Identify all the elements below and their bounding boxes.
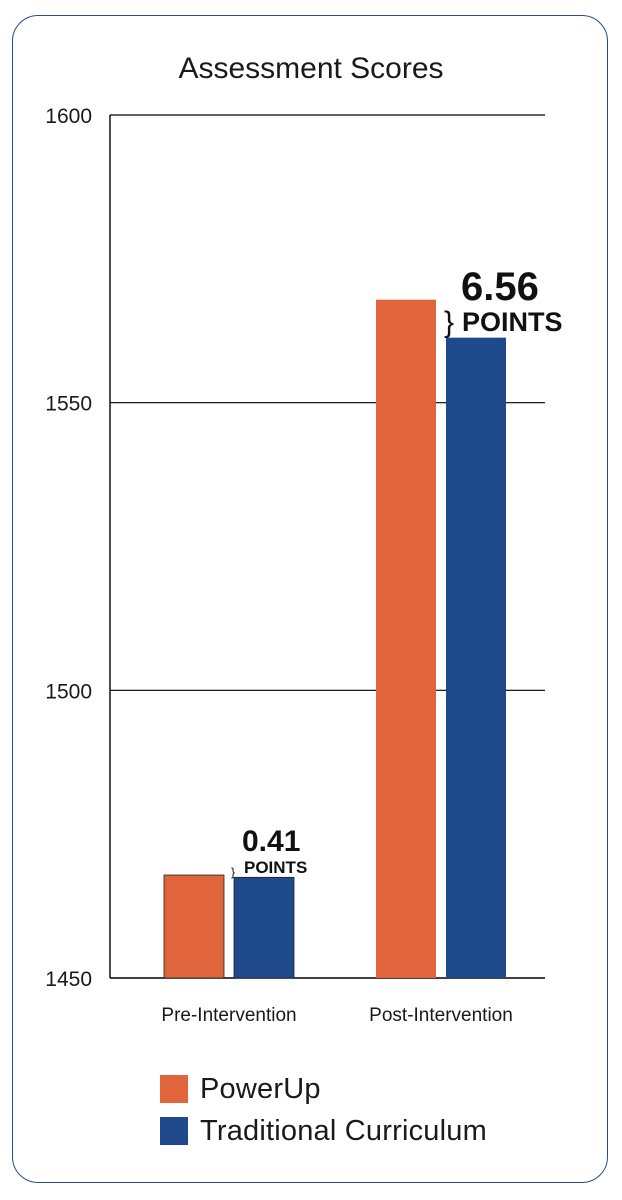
bar-powerup-post: [376, 299, 436, 978]
bar-traditional-pre: [233, 876, 295, 979]
legend: PowerUp Traditional Curriculum: [160, 1068, 487, 1152]
legend-swatch-powerup: [160, 1075, 188, 1103]
annotation-value-post: 6.56: [461, 265, 539, 309]
y-tick-label: 1600: [45, 105, 92, 128]
legend-item-traditional: Traditional Curriculum: [160, 1110, 487, 1152]
annotation-unit-post: POINTS: [462, 307, 563, 337]
legend-label-traditional: Traditional Curriculum: [200, 1114, 487, 1147]
bar-powerup-pre: [163, 874, 225, 979]
annotation-unit-pre: POINTS: [244, 858, 307, 877]
x-tick-label: Pre-Intervention: [161, 1005, 296, 1026]
annotation-bracket-pre: }: [231, 865, 235, 879]
legend-label-powerup: PowerUp: [200, 1072, 321, 1105]
annotation-value-pre: 0.41: [242, 825, 300, 858]
y-tick-label: 1550: [45, 393, 92, 416]
legend-item-powerup: PowerUp: [160, 1068, 487, 1110]
bar-traditional-post: [446, 337, 506, 978]
chart-title: Assessment Scores: [178, 52, 443, 85]
y-tick-label: 1450: [45, 968, 92, 991]
y-tick-label: 1500: [45, 680, 92, 703]
x-tick-label: Post-Intervention: [369, 1005, 513, 1026]
annotation-bracket-post: }: [444, 306, 454, 339]
chart-card: [12, 15, 608, 1183]
legend-swatch-traditional: [160, 1117, 188, 1145]
